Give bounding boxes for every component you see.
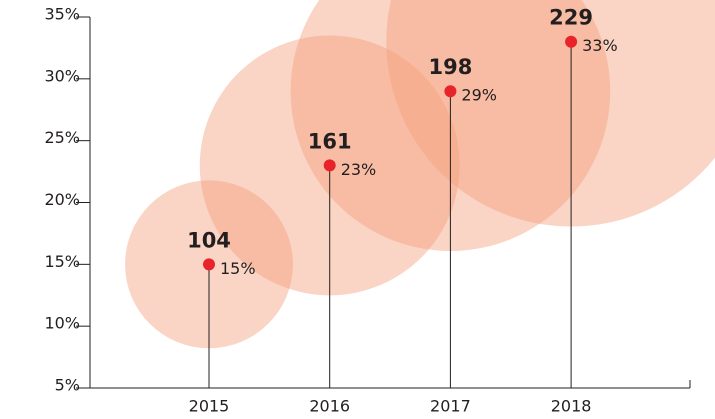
y-tick-label: 5%	[55, 376, 80, 395]
dot	[565, 35, 578, 48]
size-label: 104	[187, 228, 231, 252]
size-label: 161	[308, 129, 352, 153]
y-tick-label: 10%	[44, 314, 80, 333]
x-tick-label: 2016	[309, 397, 350, 416]
size-label: 229	[549, 6, 593, 30]
value-label: 33%	[582, 36, 618, 55]
y-tick-label: 35%	[44, 5, 80, 24]
bubble	[386, 0, 715, 227]
value-label: 23%	[341, 160, 377, 179]
value-label: 15%	[220, 259, 256, 278]
bubbles	[125, 0, 715, 349]
y-tick-label: 25%	[44, 128, 80, 147]
value-label: 29%	[461, 86, 497, 105]
dot	[323, 159, 336, 172]
y-tick-label: 30%	[44, 66, 80, 85]
x-tick-label: 2017	[430, 397, 471, 416]
size-label: 198	[428, 55, 472, 79]
dot	[444, 85, 457, 98]
x-tick-label: 2018	[551, 397, 592, 416]
y-tick-label: 20%	[44, 190, 80, 209]
dot	[203, 258, 215, 271]
y-tick-label: 15%	[44, 252, 80, 271]
x-tick-label: 2015	[189, 397, 230, 416]
